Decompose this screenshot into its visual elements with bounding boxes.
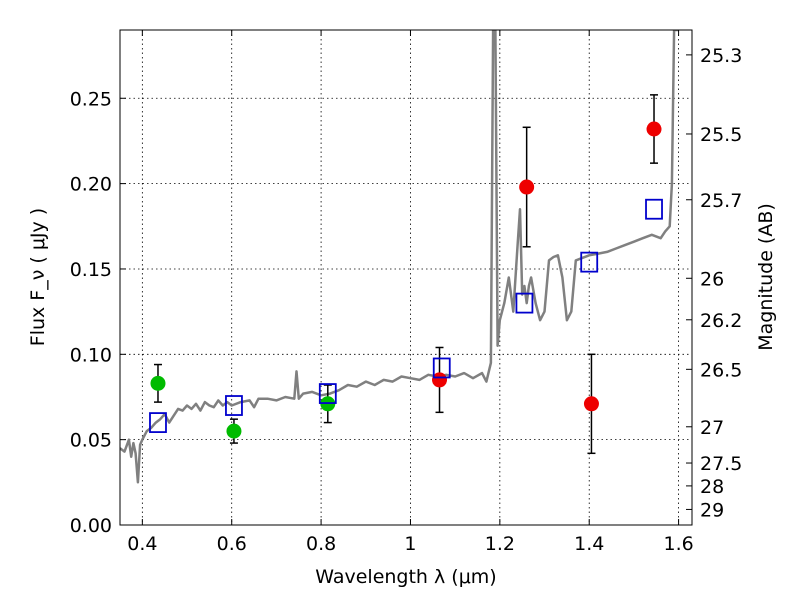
x-axis-label: Wavelength λ (μm): [315, 566, 496, 588]
x-tick-label: 0.8: [306, 533, 336, 555]
red-data-point: [519, 179, 535, 195]
green-data-point: [150, 375, 166, 391]
y-tick-label: 0.05: [70, 430, 112, 452]
right-tick-label: 25.5: [700, 124, 742, 146]
model-synthetic-square: [225, 395, 243, 416]
x-tick-label: 0.4: [127, 533, 157, 555]
model-synthetic-square: [645, 198, 663, 220]
axis-ticks: 0.4 0.6 0.8 1 1.2 1.4 1.6 0.00 0.05 0.10 0.15 0.20 0…: [70, 30, 742, 555]
y-tick-label: 0.20: [70, 174, 112, 196]
y-axis-label: Flux F_ν ( μJy ): [27, 208, 49, 346]
y-tick-label: 0.25: [70, 88, 112, 110]
model-spectrum: [120, 30, 679, 484]
y-tick-label: 0.00: [70, 515, 112, 537]
x-tick-label: 1.2: [485, 533, 515, 555]
model-synthetic-square: [149, 412, 167, 433]
right-tick-label: 26.2: [700, 310, 742, 332]
right-tick-label: 25.7: [700, 190, 742, 212]
red-data-point: [646, 121, 662, 137]
data-points: [149, 94, 663, 455]
model-spectrum-line: [120, 30, 679, 484]
right-axis-label: Magnitude (AB): [755, 203, 777, 351]
y-tick-label: 0.10: [70, 344, 112, 366]
x-tick-label: 1.4: [574, 533, 604, 555]
right-tick-label: 29: [700, 499, 724, 521]
x-tick-label: 1: [404, 533, 416, 555]
right-tick-label: 27.5: [700, 453, 742, 475]
plot-frame: [119, 29, 693, 526]
model-synthetic-square: [318, 383, 337, 404]
model-synthetic-square: [432, 357, 451, 379]
model-synthetic-square: [580, 251, 599, 273]
green-data-point: [226, 423, 242, 439]
right-tick-label: 26.5: [700, 359, 742, 381]
x-tick-label: 0.6: [217, 533, 247, 555]
right-tick-label: 26: [700, 268, 724, 290]
right-tick-label: 27: [700, 417, 724, 439]
x-tick-label: 1.6: [663, 533, 693, 555]
right-tick-label: 28: [700, 476, 724, 498]
red-data-point: [583, 396, 599, 412]
right-tick-label: 25.3: [700, 45, 742, 67]
model-synthetic-square: [515, 292, 534, 314]
red-data-point: [432, 372, 448, 388]
y-tick-label: 0.15: [70, 259, 112, 281]
